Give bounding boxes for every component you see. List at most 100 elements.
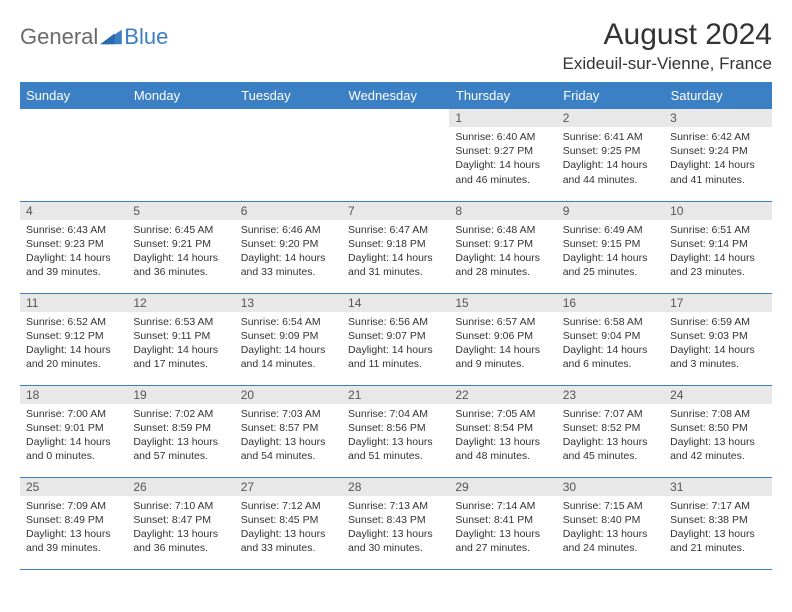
calendar-day-cell: 13Sunrise: 6:54 AMSunset: 9:09 PMDayligh… (235, 293, 342, 385)
daylight-text: Daylight: 14 hours and 44 minutes. (563, 158, 658, 186)
daylight-text: Daylight: 14 hours and 46 minutes. (455, 158, 550, 186)
day-content: Sunrise: 7:12 AMSunset: 8:45 PMDaylight:… (235, 496, 342, 560)
daylight-text: Daylight: 14 hours and 39 minutes. (26, 251, 121, 279)
day-content: Sunrise: 7:17 AMSunset: 8:38 PMDaylight:… (664, 496, 771, 560)
weekday-header: Friday (557, 82, 664, 109)
day-number: 7 (342, 202, 449, 220)
day-number (342, 109, 449, 113)
day-content: Sunrise: 7:10 AMSunset: 8:47 PMDaylight:… (127, 496, 234, 560)
sunrise-text: Sunrise: 6:42 AM (670, 130, 765, 144)
sunset-text: Sunset: 8:56 PM (348, 421, 443, 435)
sunset-text: Sunset: 9:03 PM (670, 329, 765, 343)
daylight-text: Daylight: 13 hours and 39 minutes. (26, 527, 121, 555)
daylight-text: Daylight: 14 hours and 33 minutes. (241, 251, 336, 279)
sunrise-text: Sunrise: 7:03 AM (241, 407, 336, 421)
daylight-text: Daylight: 13 hours and 33 minutes. (241, 527, 336, 555)
logo-triangle-icon (100, 28, 122, 46)
sunset-text: Sunset: 8:52 PM (563, 421, 658, 435)
daylight-text: Daylight: 13 hours and 36 minutes. (133, 527, 228, 555)
sunrise-text: Sunrise: 7:09 AM (26, 499, 121, 513)
sunset-text: Sunset: 8:57 PM (241, 421, 336, 435)
weekday-header: Sunday (20, 82, 127, 109)
sunrise-text: Sunrise: 6:58 AM (563, 315, 658, 329)
sunset-text: Sunset: 9:21 PM (133, 237, 228, 251)
calendar-day-cell: 16Sunrise: 6:58 AMSunset: 9:04 PMDayligh… (557, 293, 664, 385)
daylight-text: Daylight: 13 hours and 45 minutes. (563, 435, 658, 463)
sunset-text: Sunset: 8:45 PM (241, 513, 336, 527)
calendar-day-cell: 7Sunrise: 6:47 AMSunset: 9:18 PMDaylight… (342, 201, 449, 293)
day-content: Sunrise: 7:08 AMSunset: 8:50 PMDaylight:… (664, 404, 771, 468)
daylight-text: Daylight: 13 hours and 48 minutes. (455, 435, 550, 463)
sunset-text: Sunset: 9:25 PM (563, 144, 658, 158)
sunrise-text: Sunrise: 6:52 AM (26, 315, 121, 329)
calendar-day-cell: 23Sunrise: 7:07 AMSunset: 8:52 PMDayligh… (557, 385, 664, 477)
daylight-text: Daylight: 14 hours and 9 minutes. (455, 343, 550, 371)
daylight-text: Daylight: 14 hours and 14 minutes. (241, 343, 336, 371)
calendar-day-cell: 12Sunrise: 6:53 AMSunset: 9:11 PMDayligh… (127, 293, 234, 385)
day-number: 24 (664, 386, 771, 404)
calendar-week-row: 11Sunrise: 6:52 AMSunset: 9:12 PMDayligh… (20, 293, 772, 385)
sunset-text: Sunset: 9:06 PM (455, 329, 550, 343)
calendar-day-cell: 25Sunrise: 7:09 AMSunset: 8:49 PMDayligh… (20, 477, 127, 569)
sunset-text: Sunset: 8:41 PM (455, 513, 550, 527)
day-content: Sunrise: 6:49 AMSunset: 9:15 PMDaylight:… (557, 220, 664, 284)
sunset-text: Sunset: 8:40 PM (563, 513, 658, 527)
day-content: Sunrise: 7:15 AMSunset: 8:40 PMDaylight:… (557, 496, 664, 560)
weekday-header: Saturday (664, 82, 771, 109)
day-number: 5 (127, 202, 234, 220)
day-number: 12 (127, 294, 234, 312)
sunrise-text: Sunrise: 6:41 AM (563, 130, 658, 144)
calendar-day-cell: 2Sunrise: 6:41 AMSunset: 9:25 PMDaylight… (557, 109, 664, 201)
day-number: 15 (449, 294, 556, 312)
day-number: 14 (342, 294, 449, 312)
sunrise-text: Sunrise: 6:57 AM (455, 315, 550, 329)
day-content: Sunrise: 6:41 AMSunset: 9:25 PMDaylight:… (557, 127, 664, 191)
sunrise-text: Sunrise: 7:13 AM (348, 499, 443, 513)
calendar-day-cell: 21 Sunrise: 7:04 AMSunset: 8:56 PMDayligh… (342, 385, 449, 477)
day-number: 19 (127, 386, 234, 404)
day-number: 31 (664, 478, 771, 496)
day-number: 3 (664, 109, 771, 127)
sunset-text: Sunset: 8:43 PM (348, 513, 443, 527)
sunset-text: Sunset: 8:47 PM (133, 513, 228, 527)
daylight-text: Daylight: 14 hours and 20 minutes. (26, 343, 121, 371)
day-content: Sunrise: 6:40 AMSunset: 9:27 PMDaylight:… (449, 127, 556, 191)
sunset-text: Sunset: 8:49 PM (26, 513, 121, 527)
calendar-day-cell: 9Sunrise: 6:49 AMSunset: 9:15 PMDaylight… (557, 201, 664, 293)
day-content: Sunrise: 7:03 AMSunset: 8:57 PMDaylight:… (235, 404, 342, 468)
day-number: 18 (20, 386, 127, 404)
sunset-text: Sunset: 9:01 PM (26, 421, 121, 435)
daylight-text: Daylight: 13 hours and 30 minutes. (348, 527, 443, 555)
day-content: Sunrise: 7:14 AMSunset: 8:41 PMDaylight:… (449, 496, 556, 560)
header: General Blue August 2024 Exideuil-sur-Vi… (20, 18, 772, 74)
sunset-text: Sunset: 9:14 PM (670, 237, 765, 251)
calendar-day-cell: 4Sunrise: 6:43 AMSunset: 9:23 PMDaylight… (20, 201, 127, 293)
sunrise-text: Sunrise: 6:56 AM (348, 315, 443, 329)
day-content: Sunrise: 6:57 AMSunset: 9:06 PMDaylight:… (449, 312, 556, 376)
sunset-text: Sunset: 9:17 PM (455, 237, 550, 251)
sunset-text: Sunset: 8:38 PM (670, 513, 765, 527)
day-number: 9 (557, 202, 664, 220)
daylight-text: Daylight: 13 hours and 51 minutes. (348, 435, 443, 463)
daylight-text: Daylight: 13 hours and 27 minutes. (455, 527, 550, 555)
daylight-text: Daylight: 14 hours and 41 minutes. (670, 158, 765, 186)
sunset-text: Sunset: 8:50 PM (670, 421, 765, 435)
weekday-header: Thursday (449, 82, 556, 109)
day-number: 6 (235, 202, 342, 220)
sunrise-text: Sunrise: 7:12 AM (241, 499, 336, 513)
day-number: 4 (20, 202, 127, 220)
sunrise-text: Sunrise: 6:53 AM (133, 315, 228, 329)
sunrise-text: Sunrise: 6:49 AM (563, 223, 658, 237)
calendar-day-cell: 17Sunrise: 6:59 AMSunset: 9:03 PMDayligh… (664, 293, 771, 385)
calendar-week-row: 1Sunrise: 6:40 AMSunset: 9:27 PMDaylight… (20, 109, 772, 201)
day-number: 23 (557, 386, 664, 404)
sunrise-text: Sunrise: 7:08 AM (670, 407, 765, 421)
sunrise-text: Sunrise: 7:04 AM (348, 407, 443, 421)
sunrise-text: Sunrise: 6:47 AM (348, 223, 443, 237)
logo-text-blue: Blue (124, 24, 168, 50)
day-number: 21 (342, 386, 449, 404)
calendar-day-cell: 11Sunrise: 6:52 AMSunset: 9:12 PMDayligh… (20, 293, 127, 385)
calendar-day-cell (127, 109, 234, 201)
calendar-day-cell: 8Sunrise: 6:48 AMSunset: 9:17 PMDaylight… (449, 201, 556, 293)
location: Exideuil-sur-Vienne, France (563, 54, 772, 74)
